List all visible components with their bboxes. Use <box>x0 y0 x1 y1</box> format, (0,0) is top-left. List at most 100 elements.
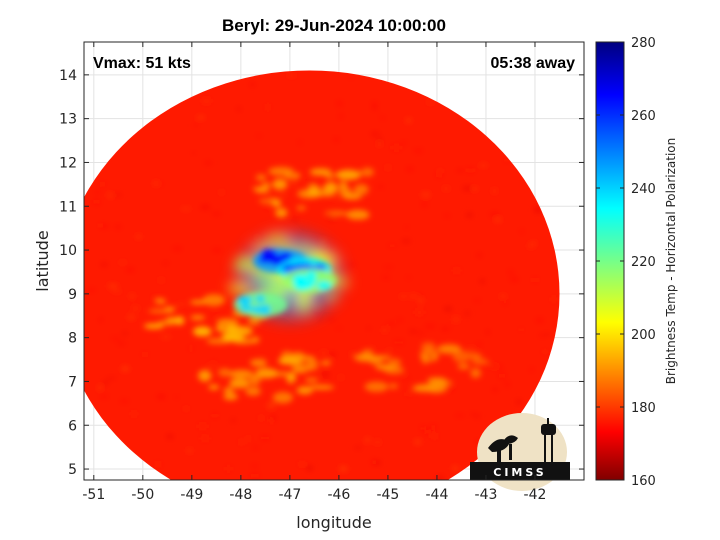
rainband-cell <box>427 377 447 383</box>
y-tick-label: 8 <box>68 331 77 347</box>
texture-speckle <box>531 241 537 245</box>
texture-speckle <box>157 182 163 186</box>
texture-speckle <box>269 194 277 199</box>
texture-speckle <box>338 376 344 379</box>
y-axis-label: latitude <box>33 230 52 291</box>
texture-speckle <box>471 187 478 191</box>
texture-speckle <box>294 387 300 390</box>
texture-speckle <box>416 294 423 297</box>
texture-speckle <box>497 365 503 369</box>
texture-speckle <box>70 259 76 262</box>
rainband-cell <box>353 353 378 362</box>
texture-speckle <box>394 340 403 345</box>
texture-speckle <box>406 276 411 279</box>
texture-speckle <box>414 440 421 444</box>
rainband-cell <box>249 359 267 367</box>
texture-speckle <box>87 288 96 292</box>
texture-speckle <box>261 436 269 440</box>
texture-speckle <box>475 414 480 418</box>
texture-speckle <box>108 284 118 289</box>
texture-speckle <box>425 324 435 329</box>
rainband-cell <box>364 381 389 393</box>
texture-speckle <box>403 376 410 379</box>
texture-speckle <box>198 423 207 429</box>
texture-speckle <box>443 187 450 190</box>
x-tick-label: -48 <box>229 487 252 503</box>
cimss-logo: CIMSS <box>470 413 570 491</box>
chart-title: Beryl: 29-Jun-2024 10:00:00 <box>222 16 446 35</box>
texture-speckle <box>279 194 287 197</box>
texture-speckle <box>107 376 116 380</box>
colorbar-tick-label: 200 <box>631 328 656 343</box>
rainband-cell <box>216 318 239 327</box>
texture-speckle <box>479 164 487 167</box>
texture-speckle <box>455 414 465 417</box>
texture-speckle <box>476 253 482 257</box>
texture-speckle <box>152 296 162 300</box>
rainband-cell <box>309 168 332 176</box>
y-tick-label: 5 <box>68 462 77 478</box>
rainband-cell <box>255 368 278 379</box>
core-cell <box>241 299 250 307</box>
texture-speckle <box>288 73 296 77</box>
texture-speckle <box>131 306 140 310</box>
texture-speckle <box>100 262 108 267</box>
texture-speckle <box>162 261 169 265</box>
texture-speckle <box>270 418 274 423</box>
texture-speckle <box>256 134 262 137</box>
texture-speckle <box>200 204 210 210</box>
texture-speckle <box>93 199 100 205</box>
texture-speckle <box>426 100 434 104</box>
texture-speckle <box>466 212 473 218</box>
texture-speckle <box>98 183 107 186</box>
rainband-cell <box>268 166 294 176</box>
rainband-cell <box>278 357 302 366</box>
core-cell <box>253 306 270 312</box>
rainband-cell <box>245 386 261 396</box>
texture-speckle <box>502 301 508 305</box>
texture-speckle <box>336 197 340 201</box>
texture-speckle <box>539 334 544 337</box>
core-cell <box>298 283 305 291</box>
texture-speckle <box>100 395 109 399</box>
texture-speckle <box>154 462 162 467</box>
texture-speckle <box>249 82 255 87</box>
x-tick-label: -42 <box>524 487 547 503</box>
texture-speckle <box>456 169 464 173</box>
logo-silhouette <box>470 418 570 480</box>
rainband-cell <box>202 294 225 307</box>
core-cell <box>308 273 316 286</box>
colorbar-tick-label: 280 <box>631 36 656 51</box>
texture-speckle <box>382 276 390 279</box>
texture-speckle <box>265 105 270 110</box>
colorbar <box>596 42 624 480</box>
warm-ring-cell <box>296 290 312 302</box>
rainband-cell <box>189 300 207 305</box>
texture-speckle <box>176 303 186 306</box>
texture-speckle <box>414 310 424 315</box>
texture-speckle <box>120 399 129 403</box>
rainband-cell <box>421 342 436 352</box>
rainband-cell <box>223 387 234 393</box>
texture-speckle <box>431 434 438 439</box>
texture-speckle <box>333 137 339 142</box>
texture-speckle <box>303 481 308 484</box>
texture-speckle <box>325 212 334 216</box>
texture-speckle <box>136 234 141 239</box>
texture-speckle <box>222 325 227 330</box>
texture-speckle <box>117 342 126 345</box>
texture-speckle <box>406 167 414 172</box>
y-tick-label: 9 <box>68 287 77 303</box>
texture-speckle <box>161 335 171 338</box>
colorbar-tick-label: 220 <box>631 255 656 270</box>
texture-speckle <box>551 297 556 302</box>
texture-speckle <box>130 293 135 299</box>
rainband-cell <box>275 207 288 218</box>
texture-speckle <box>375 440 380 445</box>
rainband-cell <box>292 368 306 374</box>
rainband-cell <box>452 350 470 363</box>
rainband-cell <box>208 384 220 390</box>
texture-speckle <box>172 246 182 251</box>
vmax-annotation: Vmax: 51 kts <box>93 55 191 72</box>
texture-speckle <box>536 318 544 323</box>
